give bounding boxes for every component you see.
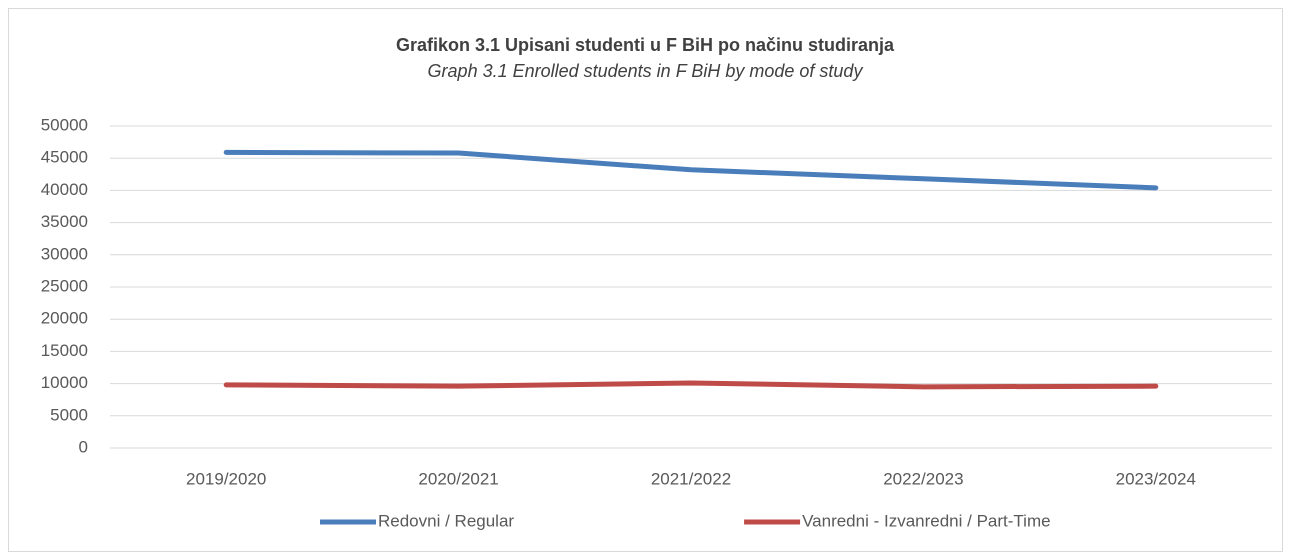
x-tick-label: 2023/2024 bbox=[1116, 469, 1196, 488]
series-line bbox=[223, 149, 1159, 191]
x-tick-label: 2022/2023 bbox=[883, 469, 963, 488]
y-tick-label: 25000 bbox=[41, 276, 88, 295]
legend-label: Vanredni - Izvanredni / Part-Time bbox=[802, 511, 1050, 530]
y-tick-label: 5000 bbox=[50, 405, 88, 424]
legend-label: Redovni / Regular bbox=[378, 511, 514, 530]
y-tick-label: 50000 bbox=[41, 115, 88, 134]
x-tick-label: 2020/2021 bbox=[418, 469, 498, 488]
series-line bbox=[223, 380, 1159, 390]
y-tick-label: 40000 bbox=[41, 180, 88, 199]
x-tick-label: 2019/2020 bbox=[186, 469, 266, 488]
x-tick-label: 2021/2022 bbox=[651, 469, 731, 488]
chart-border bbox=[8, 8, 1283, 552]
y-tick-label: 10000 bbox=[41, 373, 88, 392]
y-tick-label: 30000 bbox=[41, 244, 88, 263]
y-tick-label: 45000 bbox=[41, 148, 88, 167]
chart-subtitle: Graph 3.1 Enrolled students in F BiH by … bbox=[428, 61, 864, 81]
chart-title: Grafikon 3.1 Upisani studenti u F BiH po… bbox=[396, 35, 895, 55]
y-tick-label: 35000 bbox=[41, 212, 88, 231]
y-tick-label: 15000 bbox=[41, 341, 88, 360]
y-tick-label: 0 bbox=[79, 437, 88, 456]
y-tick-label: 20000 bbox=[41, 309, 88, 328]
